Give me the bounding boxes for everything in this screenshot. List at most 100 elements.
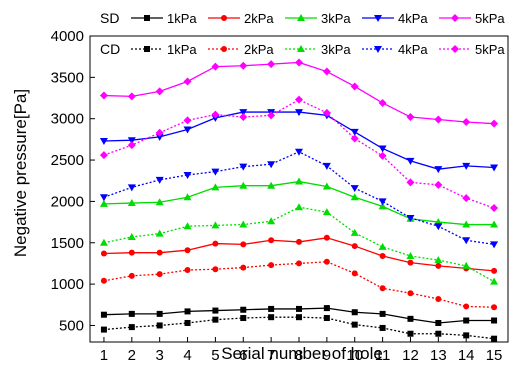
- data-point: [296, 239, 302, 245]
- data-point: [462, 194, 470, 202]
- data-point: [239, 221, 247, 228]
- data-point: [128, 233, 136, 240]
- data-point: [490, 278, 498, 285]
- data-point: [211, 63, 219, 71]
- data-point: [212, 317, 218, 323]
- legend-label: 2kPa: [244, 42, 274, 57]
- data-point: [240, 241, 246, 247]
- data-point: [100, 92, 108, 100]
- data-point: [379, 243, 387, 250]
- legend-item: 3kPa: [285, 11, 351, 26]
- data-point: [212, 241, 218, 247]
- data-point: [351, 135, 359, 143]
- legend-item: 2kPa: [208, 11, 274, 26]
- data-point: [490, 164, 498, 171]
- data-point: [212, 308, 218, 314]
- data-point: [380, 311, 386, 317]
- data-point: [296, 260, 302, 266]
- data-point: [129, 273, 135, 279]
- data-point: [295, 178, 303, 185]
- series-layer: [100, 58, 498, 341]
- y-tick-label: 2000: [51, 193, 84, 210]
- data-point: [491, 304, 497, 310]
- y-tick-label: 3000: [51, 111, 84, 128]
- data-point: [435, 296, 441, 302]
- data-point: [379, 198, 387, 205]
- legend-label: 1kPa: [167, 42, 197, 57]
- data-point: [156, 87, 164, 95]
- data-point: [324, 305, 330, 311]
- legend-label: 4kPa: [398, 42, 428, 57]
- data-point: [323, 68, 331, 76]
- data-point: [157, 271, 163, 277]
- data-point: [267, 217, 275, 224]
- data-point: [239, 113, 247, 121]
- data-point: [212, 266, 218, 272]
- data-point: [268, 306, 274, 312]
- data-point: [352, 322, 358, 328]
- data-point: [240, 307, 246, 313]
- data-point: [406, 113, 414, 121]
- data-point: [434, 223, 442, 230]
- legend-item: 5kPa: [439, 42, 505, 57]
- data-point: [324, 315, 330, 321]
- data-point: [185, 320, 191, 326]
- data-point: [100, 194, 108, 201]
- data-point: [157, 322, 163, 328]
- data-point: [407, 290, 413, 296]
- data-point: [351, 82, 359, 90]
- legend-marker: [221, 15, 227, 21]
- data-point: [128, 92, 136, 100]
- data-point: [490, 204, 498, 212]
- legend-label: 1kPa: [167, 11, 197, 26]
- legend-item: 5kPa: [439, 11, 505, 26]
- y-tick-label: 4000: [51, 28, 84, 45]
- data-point: [351, 185, 359, 192]
- legend-marker: [144, 46, 150, 52]
- data-point: [185, 247, 191, 253]
- data-point: [211, 169, 219, 176]
- data-point: [380, 285, 386, 291]
- y-tick-label: 1000: [51, 276, 84, 293]
- axes: 1 2 3 4 5 6 7 8 9 10 11 12 13 14 155001000150020002500…: [51, 28, 503, 364]
- x-axis-title: Serial number of hole: [221, 344, 383, 363]
- data-point: [240, 315, 246, 321]
- data-point: [380, 253, 386, 259]
- data-point: [239, 62, 247, 70]
- legend-item: 1kPa: [131, 42, 197, 57]
- data-point: [184, 77, 192, 85]
- y-axis-title: Negative pressure[Pa]: [11, 89, 30, 257]
- legend-item: 4kPa: [362, 42, 428, 57]
- data-point: [352, 309, 358, 315]
- data-point: [240, 265, 246, 271]
- data-point: [463, 303, 469, 309]
- data-point: [267, 60, 275, 68]
- data-point: [380, 325, 386, 331]
- x-tick-label: 3: [155, 347, 163, 364]
- legend-item: 1kPa: [131, 11, 197, 26]
- data-point: [129, 250, 135, 256]
- data-point: [296, 314, 302, 320]
- y-tick-label: 2500: [51, 152, 84, 169]
- data-point: [462, 237, 470, 244]
- data-point: [129, 324, 135, 330]
- data-point: [295, 96, 303, 104]
- data-point: [407, 316, 413, 322]
- data-point: [296, 306, 302, 312]
- plot-frame: [90, 36, 508, 342]
- legend-item: 4kPa: [362, 11, 428, 26]
- data-point: [434, 166, 442, 173]
- data-point: [352, 270, 358, 276]
- data-point: [462, 118, 470, 126]
- x-tick-label: 2: [128, 347, 136, 364]
- data-point: [491, 268, 497, 274]
- y-tick-label: 500: [59, 317, 84, 334]
- series-sd-2kpa: [101, 235, 497, 274]
- data-point: [435, 263, 441, 269]
- y-tick-label: 3500: [51, 69, 84, 86]
- data-point: [351, 229, 359, 236]
- y-tick-label: 1500: [51, 235, 84, 252]
- data-point: [268, 237, 274, 243]
- data-point: [157, 250, 163, 256]
